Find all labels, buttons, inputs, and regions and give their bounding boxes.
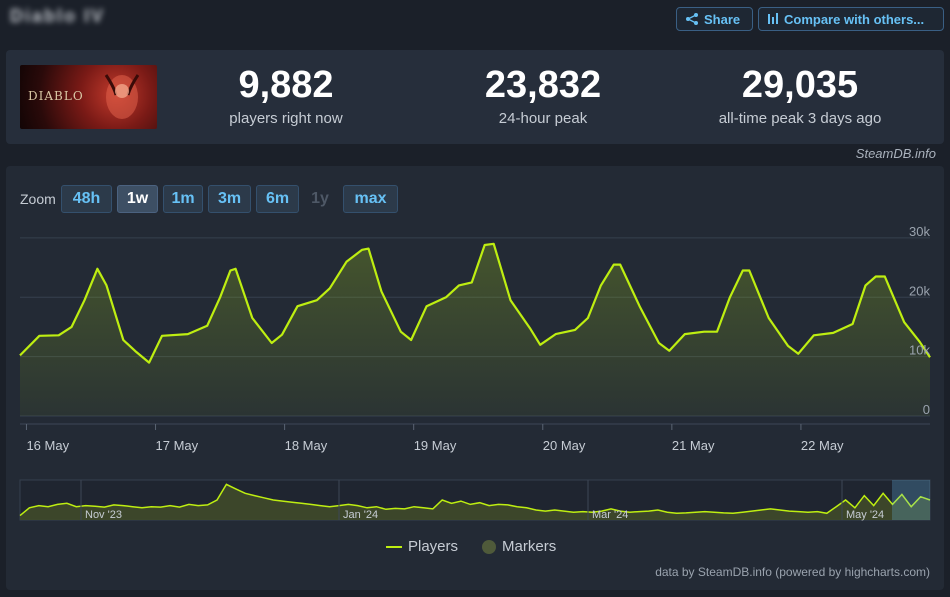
share-icon [686,13,698,25]
zoom-1w-button[interactable]: 1w [117,185,158,213]
steamdb-brand: SteamDB.info [855,146,936,161]
current-players-label: players right now [229,110,343,127]
x-tick-label: 21 May [672,438,715,453]
x-tick-label: 19 May [414,438,457,453]
stat-24h-peak: 23,832 24-hour peak [423,64,663,127]
chart-credits[interactable]: data by SteamDB.info (powered by highcha… [655,565,930,579]
game-cover-image[interactable]: DIABLO [20,65,157,129]
players-series-line[interactable] [19,242,931,364]
legend-item-players[interactable]: Players [386,538,458,555]
x-tick-label: 22 May [801,438,844,453]
markers-dot-swatch [482,539,497,554]
navigator-selection[interactable] [892,480,930,520]
stat-alltime-peak: 29,035 all-time peak 3 days ago [680,64,920,127]
y-tick-label: 30k [909,224,930,239]
peak-24h-value: 23,832 [484,64,602,106]
peak-24h-label: 24-hour peak [498,110,588,127]
zoom-1y-button: 1y [311,190,329,207]
zoom-1m-button[interactable]: 1m [163,185,203,213]
y-tick-label: 0 [923,402,930,417]
top-bar: Diablo IV Share Compare with others... [0,0,950,42]
cover-logo: DIABLO [28,89,84,103]
players-area [20,243,930,416]
y-tick-label: 10k [909,343,930,358]
chart-legend: Players Markers [386,538,556,555]
share-label: Share [704,11,741,27]
compare-icon [768,13,778,24]
navigator-tick-label: Mar '24 [592,509,628,521]
zoom-label: Zoom [20,191,56,207]
x-tick-label: 18 May [285,438,328,453]
y-tick-label: 20k [909,283,930,298]
zoom-3m-button[interactable]: 3m [208,185,251,213]
share-button[interactable]: Share [676,7,753,31]
alltime-peak-value: 29,035 [741,64,859,106]
stat-current-players: 9,882 players right now [166,64,406,127]
cover-art-figure [104,74,140,119]
navigator-tick-label: Jan '24 [343,509,378,521]
navigator-line [19,483,931,517]
navigator-tick-label: Nov '23 [85,509,122,521]
compare-label: Compare with others... [784,11,925,27]
zoom-48h-button[interactable]: 48h [61,185,112,213]
x-tick-label: 20 May [543,438,586,453]
stats-panel: DIABLO 9,882 players right now 23,832 24… [6,50,944,144]
navigator-tick-label: May '24 [846,509,884,521]
legend-markers-label: Markers [502,538,557,555]
game-title: Diablo IV [10,6,106,26]
current-players-value: 9,882 [238,64,334,106]
chart-panel: SteamDB.info Zoom 48h 1w 1m 3m 6m 1y max 0 10k 2… [6,146,944,590]
x-tick-label: 17 May [156,438,199,453]
x-tick-label: 16 May [26,438,69,453]
zoom-6m-button[interactable]: 6m [256,185,299,213]
compare-button[interactable]: Compare with others... [758,7,944,31]
player-chart[interactable]: 0 10k 20k 30k 16 May 17 May 18 May 19 May 20 Ma… [6,166,944,590]
zoom-max-button[interactable]: max [343,185,398,213]
alltime-peak-label: all-time peak 3 days ago [718,110,882,127]
navigator-area [20,484,930,520]
legend-players-label: Players [408,538,459,555]
players-line-swatch [386,545,402,548]
legend-item-markers[interactable]: Markers [482,538,556,555]
